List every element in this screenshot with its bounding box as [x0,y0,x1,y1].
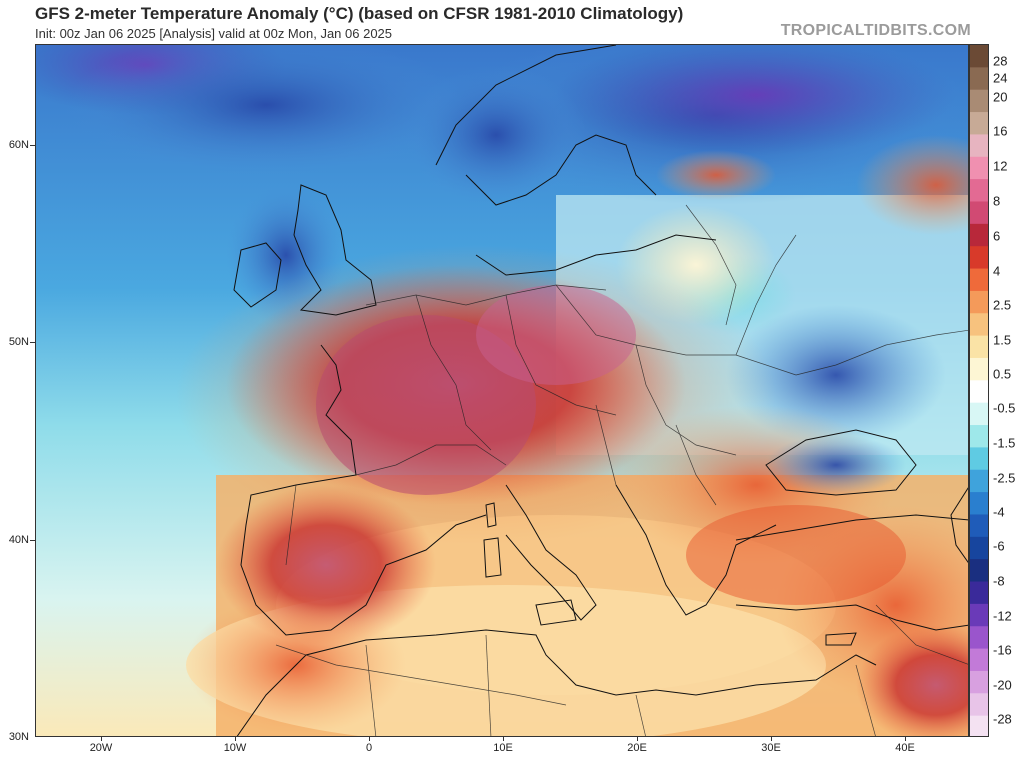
lon-label: 20E [627,742,647,754]
colorbar-swatch [970,581,988,605]
colorbar-label: 12 [993,158,1008,174]
colorbar-label: 4 [993,263,1001,279]
colorbar-swatch [970,268,988,292]
lon-label: 10W [223,742,247,754]
lat-tick [30,145,35,146]
colorbar-swatch [970,67,988,91]
coastlines [233,45,968,736]
colorbar-label: -1.5 [993,435,1016,451]
colorbar [969,44,989,737]
colorbar-swatch [970,402,988,426]
colorbar-label: -2.5 [993,470,1016,486]
lon-label: 10E [493,742,513,754]
colorbar-label: -8 [993,573,1005,589]
colorbar-swatch [970,313,988,337]
colorbar-swatch [970,134,988,158]
lon-label: 0 [365,742,373,754]
map-title: GFS 2-meter Temperature Anomaly (°C) (ba… [35,4,684,23]
colorbar-swatch [970,380,988,404]
lon-label: 40E [895,742,915,754]
colorbar-label: 20 [993,89,1008,105]
colorbar-label: -12 [993,608,1012,624]
temperature-anomaly-map [35,44,969,737]
colorbar-swatch [970,514,988,538]
colorbar-label: 24 [993,70,1008,86]
colorbar-swatch [970,89,988,113]
colorbar-label: 8 [993,193,1001,209]
lon-label: 30E [761,742,781,754]
colorbar-swatch [970,112,988,136]
colorbar-label: 6 [993,228,1001,244]
lon-tick [235,737,236,741]
colorbar-swatch [970,648,988,672]
colorbar-swatch [970,179,988,203]
lat-label: 30N [8,731,29,743]
colorbar-swatch [970,156,988,180]
colorbar-label: -4 [993,504,1005,520]
colorbar-swatch [970,425,988,448]
lon-tick [369,737,370,741]
lon-tick [771,737,772,741]
colorbar-label: 1.5 [993,332,1012,348]
map-subtitle: Init: 00z Jan 06 2025 [Analysis] valid a… [35,26,393,41]
colorbar-swatch [970,536,988,560]
colorbar-swatch [970,246,988,270]
lon-tick [503,737,504,741]
map-canvas [36,45,968,736]
lon-tick [905,737,906,741]
colorbar-swatch [970,201,988,225]
colorbar-label: 0.5 [993,366,1012,382]
colorbar-swatch [970,603,988,627]
lat-tick [30,342,35,343]
colorbar-swatch [970,290,988,314]
colorbar-swatch [970,357,988,381]
colorbar-label: 2.5 [993,297,1012,313]
credit-watermark: TROPICALTIDBITS.COM [780,22,971,39]
colorbar-label: 16 [993,123,1008,139]
colorbar-swatch [970,492,988,516]
colorbar-swatches [970,45,988,736]
colorbar-swatch [970,335,988,359]
lon-label: 20W [89,742,113,754]
colorbar-swatch [970,670,988,694]
colorbar-swatch [970,45,988,68]
colorbar-swatch [970,469,988,493]
colorbar-label: -6 [993,538,1005,554]
lat-tick [30,540,35,541]
colorbar-swatch [970,693,988,717]
lon-tick [637,737,638,741]
lon-tick [101,737,102,741]
colorbar-label: 28 [993,53,1008,69]
country-borders [275,204,968,736]
lat-label: 40N [8,534,29,546]
colorbar-swatch [970,626,988,650]
colorbar-swatch [970,447,988,471]
colorbar-label: -16 [993,642,1012,658]
colorbar-swatch [970,715,988,736]
colorbar-label: -20 [993,677,1012,693]
colorbar-label: -28 [993,711,1012,727]
lat-label: 50N [8,336,29,348]
lat-label: 60N [8,139,29,151]
colorbar-swatch [970,223,988,247]
colorbar-swatch [970,559,988,583]
colorbar-label: -0.5 [993,400,1016,416]
